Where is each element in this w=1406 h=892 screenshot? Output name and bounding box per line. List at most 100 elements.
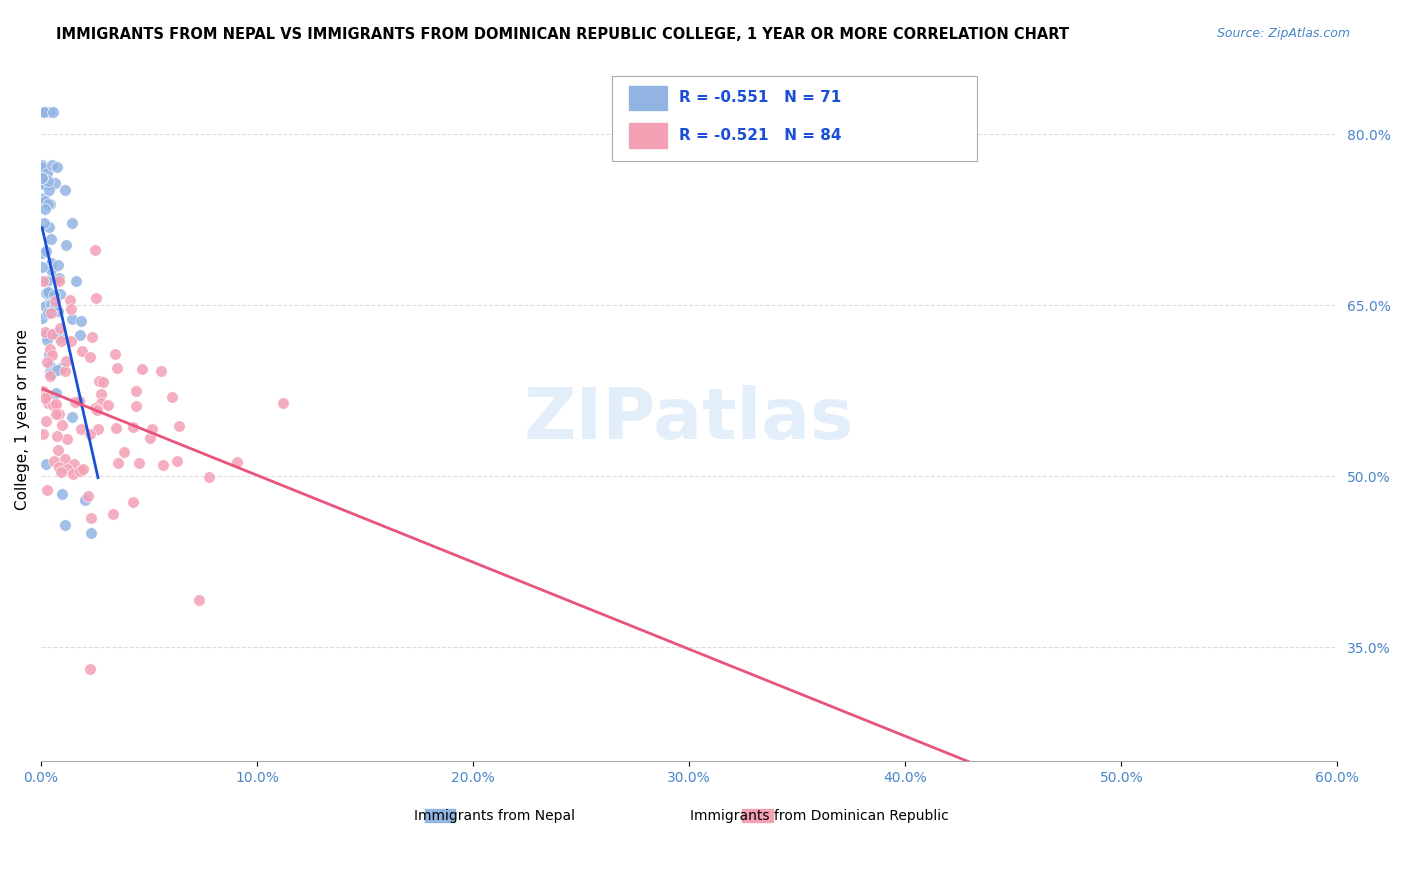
Point — [37, 166, 59, 180]
Point — [77, 489, 100, 503]
Point — [112, 445, 135, 459]
Point — [44, 288, 66, 302]
Point — [42, 293, 65, 307]
Point — [59, 334, 82, 349]
Point — [70, 422, 93, 436]
Point — [34, 299, 56, 313]
Point — [125, 399, 148, 413]
Text: Immigrants from Nepal: Immigrants from Nepal — [415, 809, 575, 823]
Point — [31, 158, 53, 172]
Point — [41, 326, 63, 341]
Point — [67, 394, 90, 409]
Point — [80, 330, 103, 344]
Point — [38, 365, 60, 379]
Text: Source: ZipAtlas.com: Source: ZipAtlas.com — [1216, 27, 1350, 40]
Point — [72, 344, 94, 359]
Point — [121, 420, 143, 434]
Point — [160, 390, 183, 404]
Point — [45, 161, 67, 175]
Point — [45, 407, 67, 421]
Point — [48, 407, 70, 421]
Point — [53, 184, 76, 198]
Text: R = -0.551   N = 71: R = -0.551 N = 71 — [679, 90, 841, 104]
Point — [79, 525, 101, 540]
Point — [35, 414, 58, 428]
Point — [34, 194, 56, 208]
Point — [31, 310, 53, 325]
Point — [35, 483, 58, 498]
Point — [37, 285, 59, 299]
Point — [37, 197, 59, 211]
Point — [83, 243, 105, 257]
Point — [38, 287, 60, 301]
Point — [39, 291, 62, 305]
Point — [271, 396, 294, 410]
Point — [37, 274, 59, 288]
Point — [103, 508, 125, 522]
Point — [45, 386, 67, 401]
Point — [35, 334, 58, 348]
Point — [31, 171, 53, 186]
Point — [45, 326, 67, 341]
Point — [152, 458, 174, 473]
Point — [34, 325, 56, 339]
Y-axis label: College, 1 year or more: College, 1 year or more — [15, 329, 30, 510]
Point — [131, 362, 153, 376]
Point — [56, 432, 79, 446]
Point — [107, 456, 129, 470]
Point — [49, 287, 72, 301]
Point — [56, 462, 79, 476]
Point — [48, 460, 70, 475]
Point — [42, 104, 65, 119]
Point — [62, 467, 84, 481]
Point — [31, 171, 53, 186]
Point — [39, 232, 62, 246]
Point — [34, 202, 56, 217]
Point — [79, 426, 101, 441]
Point — [31, 260, 53, 275]
Point — [139, 431, 162, 445]
Point — [55, 353, 77, 368]
Point — [104, 346, 127, 360]
Point — [166, 454, 188, 468]
Point — [55, 237, 77, 252]
Point — [38, 368, 60, 383]
Text: IMMIGRANTS FROM NEPAL VS IMMIGRANTS FROM DOMINICAN REPUBLIC COLLEGE, 1 YEAR OR M: IMMIGRANTS FROM NEPAL VS IMMIGRANTS FROM… — [56, 27, 1069, 42]
Point — [37, 306, 59, 320]
Point — [83, 401, 105, 415]
Point — [38, 220, 60, 235]
Point — [38, 183, 60, 197]
Point — [84, 291, 107, 305]
Point — [87, 374, 110, 388]
Point — [198, 470, 221, 484]
Point — [150, 364, 173, 378]
Point — [48, 330, 70, 344]
Point — [32, 191, 55, 205]
Point — [87, 422, 110, 436]
Point — [53, 452, 76, 467]
Point — [49, 465, 72, 479]
Point — [79, 662, 101, 676]
Point — [38, 196, 60, 211]
Point — [97, 398, 120, 412]
Point — [32, 177, 55, 191]
Text: R = -0.521   N = 84: R = -0.521 N = 84 — [679, 128, 842, 143]
Point — [79, 350, 101, 364]
Point — [80, 511, 103, 525]
Point — [72, 461, 94, 475]
Point — [86, 402, 108, 417]
Point — [39, 306, 62, 320]
Point — [125, 384, 148, 399]
Point — [38, 104, 60, 119]
Point — [37, 396, 59, 410]
Point — [35, 328, 58, 343]
Point — [62, 458, 84, 472]
Point — [90, 386, 112, 401]
Point — [46, 258, 69, 272]
Point — [32, 216, 55, 230]
Point — [38, 342, 60, 356]
Point — [32, 274, 55, 288]
Point — [35, 354, 58, 368]
Point — [48, 274, 70, 288]
Point — [46, 303, 69, 318]
